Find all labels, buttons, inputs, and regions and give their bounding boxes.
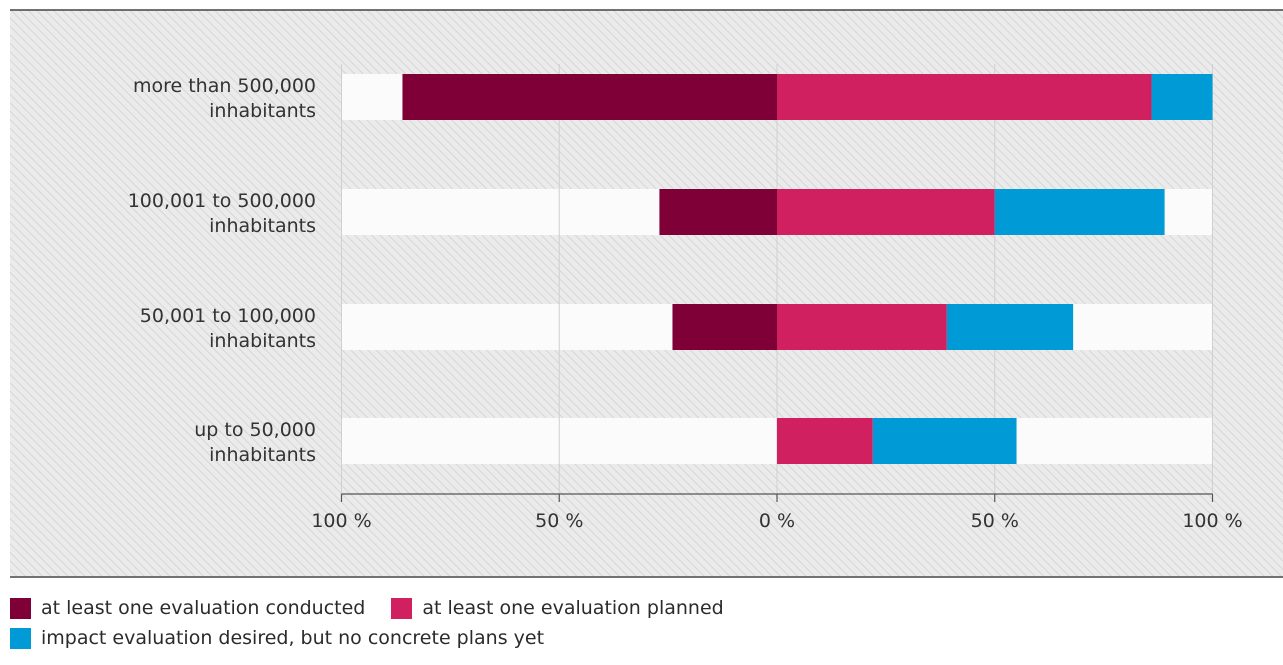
bar-desired (872, 418, 1017, 464)
category-label-line: 50,001 to 100,000 (140, 305, 316, 327)
category-label-line: inhabitants (209, 330, 316, 352)
bar-desired (994, 189, 1165, 235)
x-tick-label: 50 % (535, 510, 583, 532)
category-label-line: inhabitants (209, 100, 316, 122)
legend-swatch-desired (10, 627, 31, 649)
category-label: 50,001 to 100,000 inhabitants (140, 305, 316, 352)
category-label-line: 100,001 to 500,000 (128, 190, 316, 212)
legend-label-conducted: at least one evaluation conducted (41, 597, 366, 619)
legend: at least one evaluation conducted at lea… (10, 593, 750, 653)
category-label: more than 500,000 inhabitants (133, 75, 316, 122)
bar-planned (777, 418, 873, 464)
legend-label-planned: at least one evaluation planned (422, 597, 724, 619)
legend-item-planned: at least one evaluation planned (391, 597, 724, 619)
category-label: up to 50,000 inhabitants (194, 419, 316, 466)
x-tick-label: 50 % (971, 510, 1019, 532)
legend-row-1: at least one evaluation conducted at lea… (10, 593, 750, 623)
legend-label-desired: impact evaluation desired, but no concre… (41, 627, 545, 649)
legend-row-2: impact evaluation desired, but no concre… (10, 623, 750, 653)
x-tick-label: 100 % (311, 510, 371, 532)
category-label-line: up to 50,000 (194, 419, 316, 441)
legend-item-desired: impact evaluation desired, but no concre… (10, 627, 544, 649)
bar-conducted (402, 74, 777, 120)
category-label: 100,001 to 500,000 inhabitants (128, 190, 316, 237)
legend-swatch-planned (391, 597, 413, 619)
bar-conducted (672, 304, 777, 350)
bar-planned (777, 189, 995, 235)
category-label-line: inhabitants (209, 444, 316, 466)
bar-desired (946, 304, 1074, 350)
bar-conducted (659, 189, 777, 235)
bar-desired (1151, 74, 1213, 120)
bar-planned (777, 74, 1152, 120)
legend-swatch-conducted (10, 597, 31, 619)
category-label-line: inhabitants (209, 215, 316, 237)
bar-planned (777, 304, 947, 350)
legend-item-conducted: at least one evaluation conducted (10, 597, 365, 619)
x-tick-label: 100 % (1182, 510, 1242, 532)
category-label-line: more than 500,000 (133, 75, 316, 97)
x-tick-label: 0 % (759, 510, 795, 532)
